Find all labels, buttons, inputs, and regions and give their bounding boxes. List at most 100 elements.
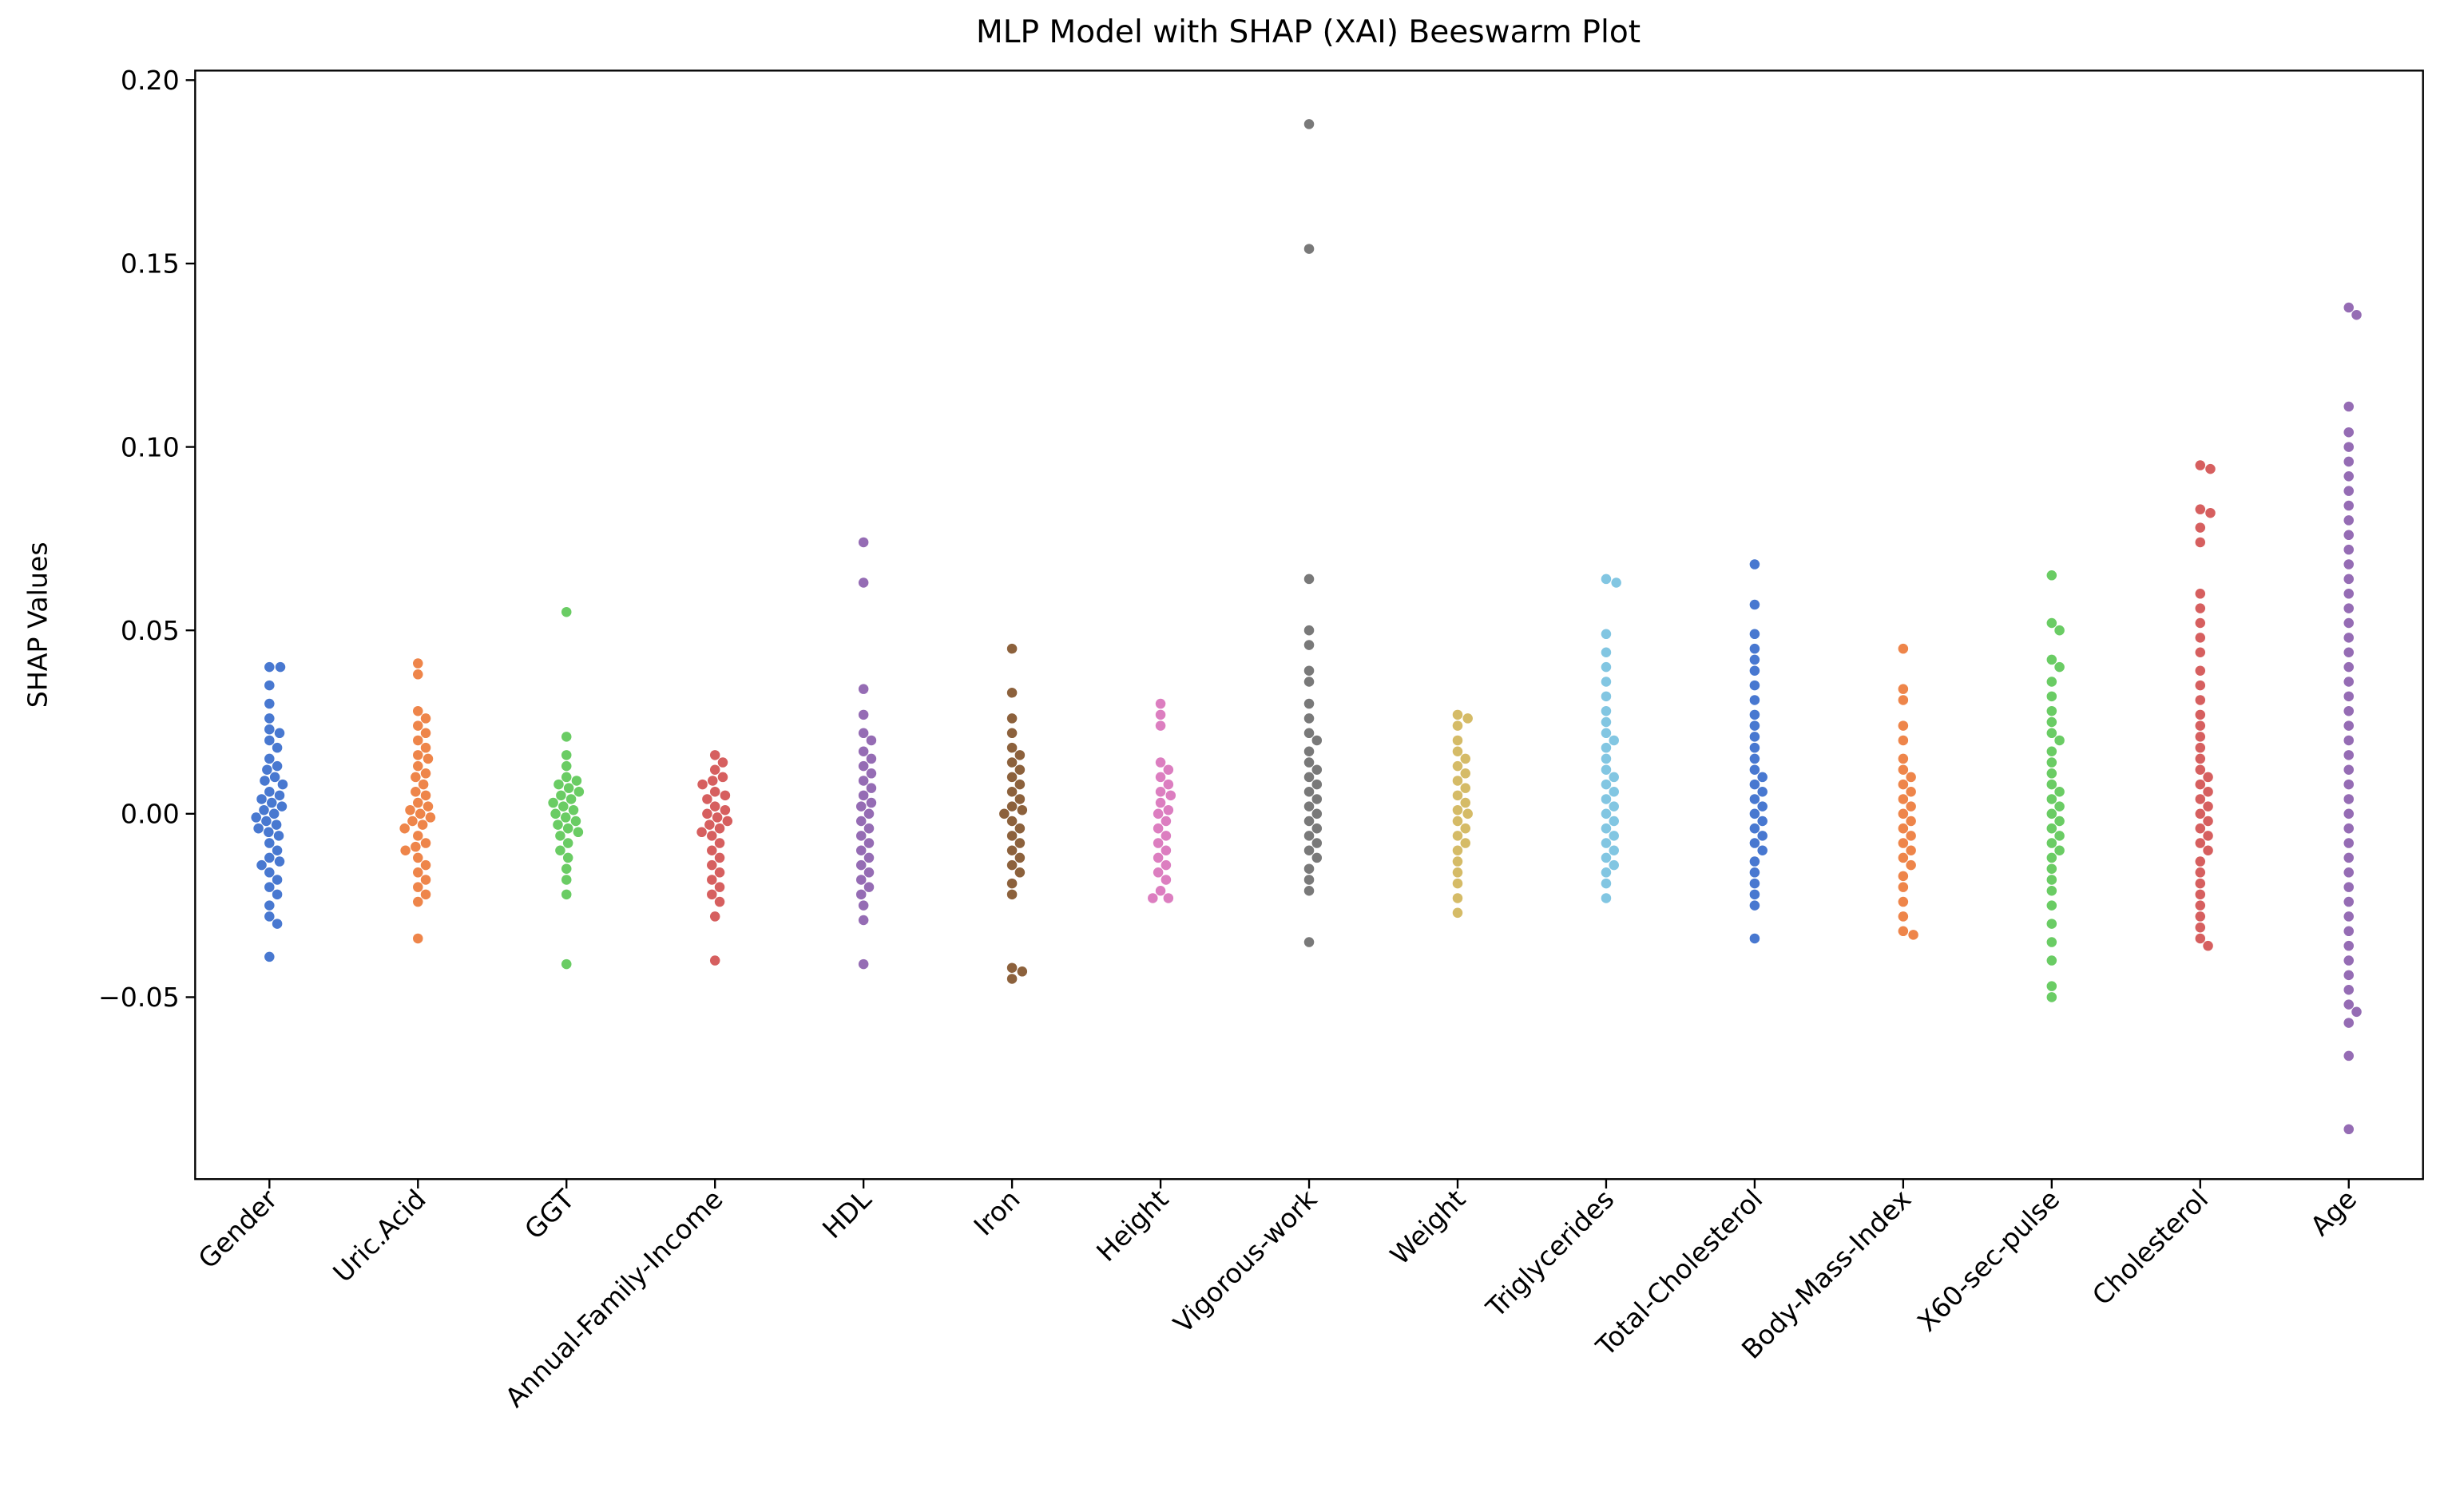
swarm-point [411,772,421,783]
swarm-point [2203,801,2213,812]
y-tick-label: 0.00 [121,799,180,830]
swarm-point [858,915,869,926]
swarm-point [420,875,431,885]
swarm-point [1749,808,1760,819]
swarm-point [1601,742,1612,753]
swarm-point [1898,823,1909,834]
swarm-point [1452,760,1463,772]
swarm-point [1311,764,1323,775]
swarm-point [1452,776,1463,786]
swarm-point [1749,823,1760,834]
swarm-point [1601,764,1612,775]
swarm-point [2343,427,2355,438]
swarm-point [1303,831,1315,841]
swarm-point [1601,753,1612,764]
swarm-point [717,757,728,768]
swarm-point [720,804,731,816]
swarm-point [271,819,282,830]
swarm-point [2046,570,2057,581]
swarm-point [1749,900,1760,911]
swarm-point [2195,589,2206,599]
swarm-point [2195,504,2206,514]
swarm-point [1609,772,1619,783]
swarm-point [1303,772,1315,783]
swarm-point [553,779,564,790]
swarm-point [2343,1050,2355,1062]
swarm-point [2046,617,2057,629]
swarm-point [413,705,423,716]
swarm-point [714,823,725,834]
swarm-point [561,772,572,783]
swarm-point [2343,603,2355,613]
swarm-point [1006,643,1018,654]
swarm-point [1006,859,1018,871]
swarm-point [565,794,577,804]
swarm-point [2046,955,2057,966]
swarm-point [1601,838,1612,848]
swarm-point [2195,867,2206,878]
swarm-point [722,816,733,827]
swarm-point [1303,757,1315,768]
swarm-point [1161,831,1172,841]
swarm-point [2343,970,2355,981]
swarm-point [2195,537,2206,548]
swarm-point [863,823,875,834]
swarm-point [1163,804,1174,816]
swarm-point [1303,677,1315,687]
swarm-point [1303,937,1315,947]
swarm-point [413,896,423,907]
swarm-point [1148,893,1158,903]
swarm-point [2343,838,2355,848]
swarm-point [1908,930,1918,940]
swarm-point [858,746,869,756]
swarm-point [1749,779,1760,790]
swarm-point [999,808,1010,819]
swarm-point [1311,838,1323,848]
swarm-point [1452,845,1463,855]
swarm-point [264,713,275,724]
swarm-point [1161,845,1172,855]
swarm-point [1749,742,1760,753]
swarm-point [2046,852,2057,863]
swarm-point [2046,677,2057,687]
swarm-point [1452,735,1463,746]
swarm-point [2343,471,2355,482]
swarm-point [1006,801,1018,812]
swarm-point [2195,823,2206,834]
swarm-point [2046,838,2057,848]
swarm-point [2343,735,2355,746]
swarm-point [1153,852,1164,863]
swarm-point [1601,629,1612,640]
swarm-point [2343,589,2355,599]
swarm-point [413,669,423,680]
swarm-point [858,900,869,911]
swarm-point [1609,735,1619,746]
swarm-point [417,819,428,830]
swarm-point [2046,794,2057,804]
swarm-point [2046,716,2057,728]
swarm-point [1452,816,1463,827]
swarm-point [1452,720,1463,731]
swarm-point [1601,716,1612,728]
swarm-point [1155,698,1166,709]
swarm-point [2046,808,2057,819]
swarm-point [272,760,283,772]
swarm-point [2343,500,2355,511]
swarm-point [707,831,717,841]
swarm-point [858,684,869,694]
swarm-point [709,801,720,812]
swarm-point [1898,684,1909,694]
swarm-point [2046,992,2057,1002]
swarm-point [1757,816,1768,827]
swarm-point [2343,1018,2355,1028]
swarm-point [274,856,285,867]
swarm-point [2343,573,2355,585]
swarm-point [2203,845,2213,855]
swarm-point [1155,886,1166,896]
swarm-point [2203,787,2213,797]
swarm-point [697,779,708,790]
swarm-point [264,661,275,673]
swarm-point [858,537,869,548]
swarm-point [2343,750,2355,760]
